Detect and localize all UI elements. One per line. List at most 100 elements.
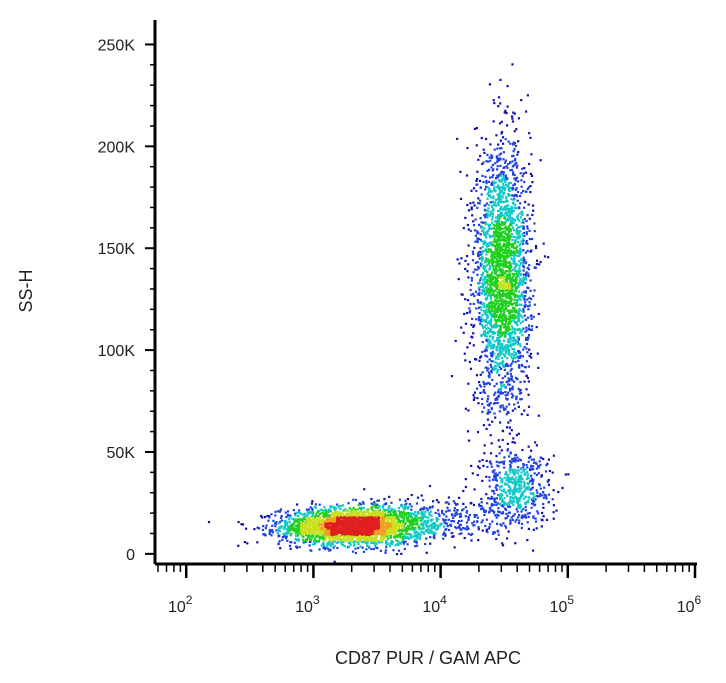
data-point [490, 255, 493, 258]
data-point [488, 320, 491, 323]
data-point [517, 338, 520, 341]
data-point [467, 532, 470, 535]
data-point [428, 484, 432, 488]
data-point [499, 381, 502, 384]
data-point [526, 338, 529, 341]
data-point [518, 389, 521, 392]
data-point [497, 157, 500, 160]
data-point [515, 352, 518, 355]
data-point [503, 111, 506, 114]
data-point [494, 278, 497, 281]
data-point [484, 348, 487, 351]
data-point [490, 442, 493, 445]
data-point [497, 309, 500, 312]
data-point [277, 527, 280, 530]
data-point [512, 343, 515, 346]
data-point [387, 511, 390, 514]
data-point [486, 418, 490, 421]
data-point [484, 286, 487, 289]
data-point [478, 381, 481, 384]
data-point [515, 128, 518, 131]
data-point [413, 523, 416, 526]
data-point [519, 253, 522, 256]
data-point [505, 112, 508, 115]
data-point [460, 257, 463, 260]
data-point [513, 355, 516, 358]
data-point [490, 166, 493, 169]
data-point [507, 383, 510, 386]
data-point [504, 320, 508, 323]
data-point [315, 512, 318, 515]
data-point [420, 530, 423, 533]
data-point [342, 536, 346, 539]
data-point [506, 327, 509, 331]
data-point [511, 239, 514, 242]
data-point [488, 344, 491, 347]
data-point [486, 310, 489, 313]
data-point [507, 351, 510, 354]
data-point [500, 357, 504, 360]
data-point [488, 267, 492, 270]
data-point [509, 498, 512, 501]
data-point [361, 513, 365, 516]
data-point [476, 299, 479, 302]
data-point [475, 318, 478, 321]
data-point [506, 476, 509, 479]
data-point [302, 541, 305, 544]
data-point [542, 242, 545, 245]
data-point [480, 226, 483, 229]
data-point [522, 227, 525, 230]
data-point [288, 520, 291, 523]
data-point [485, 366, 488, 369]
data-point [498, 244, 501, 247]
data-point [507, 391, 510, 394]
data-point [530, 314, 533, 317]
data-point [518, 279, 521, 282]
data-point [498, 269, 502, 272]
data-point [470, 323, 473, 326]
data-point [501, 191, 504, 194]
data-point [503, 408, 506, 411]
data-point [516, 254, 519, 258]
data-point [478, 257, 481, 260]
data-point [506, 255, 509, 258]
data-point [508, 353, 511, 356]
data-point [437, 518, 440, 521]
data-point [335, 536, 338, 539]
data-point [295, 518, 298, 522]
data-point [508, 491, 511, 494]
data-point [502, 365, 505, 368]
data-point [437, 512, 440, 515]
data-point [404, 507, 407, 510]
data-point [488, 461, 491, 464]
data-point [547, 501, 550, 504]
data-point [494, 198, 497, 201]
data-point [508, 290, 511, 293]
data-point [384, 513, 387, 516]
data-point [485, 493, 488, 496]
data-point [539, 463, 542, 466]
data-point [479, 391, 482, 394]
data-point [504, 299, 507, 302]
data-point [500, 174, 503, 177]
data-point [499, 406, 502, 409]
data-point [387, 516, 390, 519]
data-point [397, 526, 400, 530]
data-point [287, 525, 290, 528]
data-point [406, 543, 409, 546]
data-point [485, 323, 488, 327]
data-point [515, 309, 518, 312]
data-point [505, 176, 508, 179]
data-point [491, 227, 494, 230]
data-point [496, 473, 499, 476]
data-point [481, 318, 484, 321]
data-point [316, 530, 319, 533]
data-point [485, 202, 489, 205]
data-point [527, 515, 530, 518]
data-point [425, 551, 428, 554]
data-point [544, 470, 548, 473]
data-point [530, 449, 533, 452]
data-point [312, 513, 315, 516]
data-point [318, 535, 321, 538]
data-point [494, 284, 497, 287]
